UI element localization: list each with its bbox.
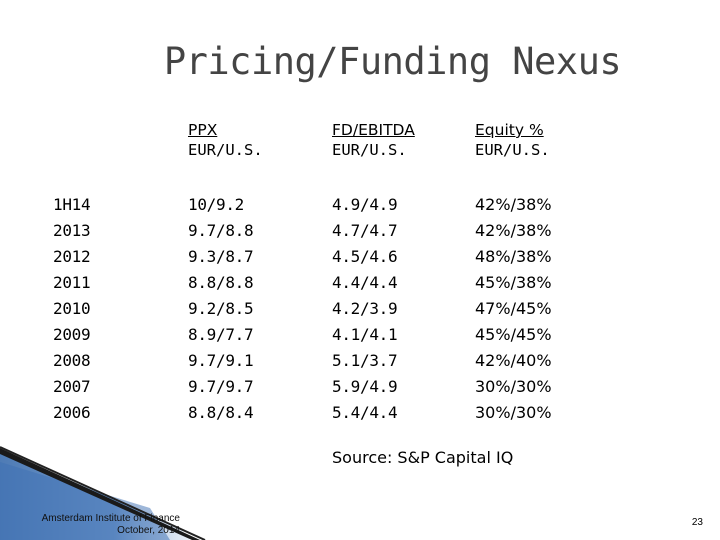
equity-column: 42%/38% 42%/38% 48%/38% 45%/38% 47%/45% … xyxy=(475,192,552,426)
page-title: Pricing/Funding Nexus xyxy=(163,40,622,83)
fd-ebitda-cell: 4.1/4.1 xyxy=(332,325,398,344)
equity-cell: 42%/40% xyxy=(475,351,552,370)
year-cell: 2009 xyxy=(53,325,91,344)
fd-ebitda-cell: 4.7/4.7 xyxy=(332,221,398,240)
equity-cell: 30%/30% xyxy=(475,403,552,422)
year-cell: 2012 xyxy=(53,247,91,266)
equity-cell: 45%/38% xyxy=(475,273,552,292)
fd-ebitda-cell: 4.9/4.9 xyxy=(332,195,398,214)
equity-cell: 42%/38% xyxy=(475,221,552,240)
fd-ebitda-cell: 5.4/4.4 xyxy=(332,403,398,422)
fd-ebitda-cell: 5.1/3.7 xyxy=(332,351,398,370)
ppx-cell: 9.2/8.5 xyxy=(188,299,254,318)
ppx-cell: 8.8/8.8 xyxy=(188,273,254,292)
equity-cell: 42%/38% xyxy=(475,195,552,214)
year-cell: 2006 xyxy=(53,403,91,422)
footer: Amsterdam Institute of Finance October, … xyxy=(4,513,180,537)
equity-cell: 48%/38% xyxy=(475,247,552,266)
header-ppx: PPX EUR/U.S. xyxy=(188,120,263,160)
year-cell: 2007 xyxy=(53,377,91,396)
ppx-column: 10/9.2 9.7/8.8 9.3/8.7 8.8/8.8 9.2/8.5 8… xyxy=(188,192,254,426)
years-column: 1H14 2013 2012 2011 2010 2009 2008 2007 … xyxy=(53,192,91,426)
ppx-cell: 8.8/8.4 xyxy=(188,403,254,422)
ppx-cell: 9.7/9.1 xyxy=(188,351,254,370)
ppx-cell: 9.7/9.7 xyxy=(188,377,254,396)
ppx-cell: 9.3/8.7 xyxy=(188,247,254,266)
year-cell: 2013 xyxy=(53,221,91,240)
fd-ebitda-column: 4.9/4.9 4.7/4.7 4.5/4.6 4.4/4.4 4.2/3.9 … xyxy=(332,192,398,426)
header-ppx-sub: EUR/U.S. xyxy=(188,141,263,159)
source-note: Source: S&P Capital IQ xyxy=(332,448,514,467)
fd-ebitda-cell: 5.9/4.9 xyxy=(332,377,398,396)
header-equity: Equity % EUR/U.S. xyxy=(475,120,550,160)
header-fd-ebitda-label: FD/EBITDA xyxy=(332,121,415,139)
year-cell: 2008 xyxy=(53,351,91,370)
footer-institution: Amsterdam Institute of Finance xyxy=(41,513,180,524)
fd-ebitda-cell: 4.4/4.4 xyxy=(332,273,398,292)
header-equity-label: Equity % xyxy=(475,121,544,139)
year-cell: 1H14 xyxy=(53,195,91,214)
ppx-cell: 10/9.2 xyxy=(188,195,244,214)
equity-cell: 47%/45% xyxy=(475,299,552,318)
page-number: 23 xyxy=(691,517,703,528)
fd-ebitda-cell: 4.5/4.6 xyxy=(332,247,398,266)
equity-cell: 45%/45% xyxy=(475,325,552,344)
header-fd-ebitda-sub: EUR/U.S. xyxy=(332,141,407,159)
header-equity-sub: EUR/U.S. xyxy=(475,141,550,159)
year-cell: 2010 xyxy=(53,299,91,318)
equity-cell: 30%/30% xyxy=(475,377,552,396)
year-cell: 2011 xyxy=(53,273,91,292)
footer-date: October, 2014 xyxy=(117,525,180,536)
ppx-cell: 8.9/7.7 xyxy=(188,325,254,344)
ppx-cell: 9.7/8.8 xyxy=(188,221,254,240)
fd-ebitda-cell: 4.2/3.9 xyxy=(332,299,398,318)
header-fd-ebitda: FD/EBITDA EUR/U.S. xyxy=(332,120,415,160)
header-ppx-label: PPX xyxy=(188,121,218,139)
